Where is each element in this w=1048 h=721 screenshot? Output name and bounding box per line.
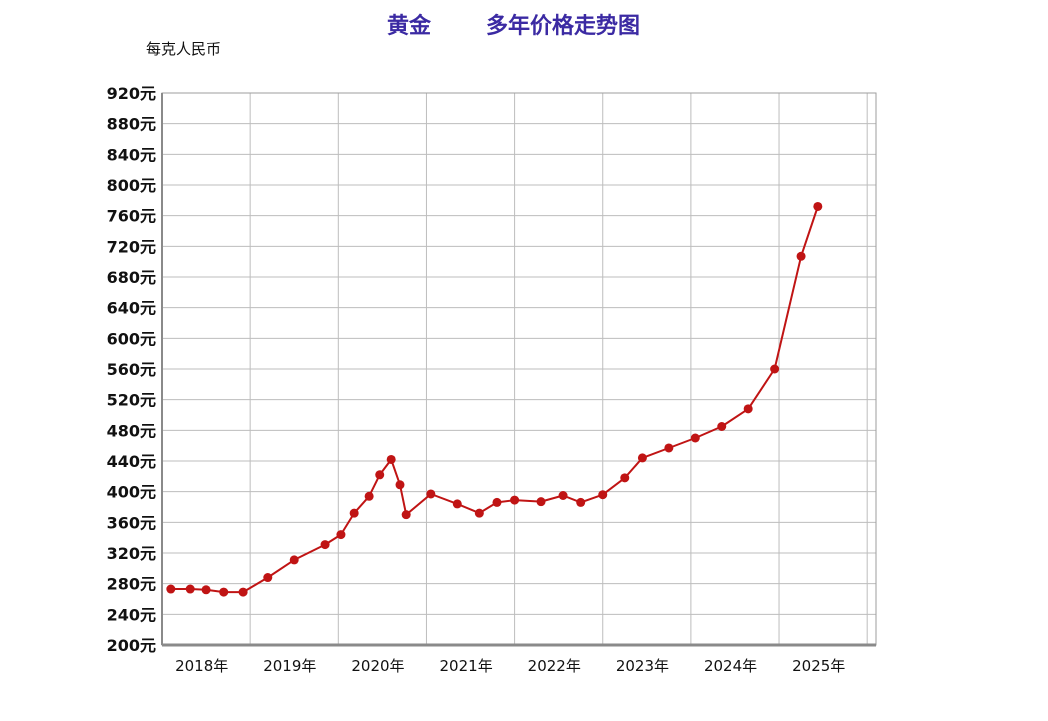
x-tick-label: 2019年 [263, 657, 316, 675]
chart-title: 黄金 多年价格走势图 [0, 8, 1048, 42]
price-series [166, 201, 823, 597]
data-point [796, 251, 806, 261]
x-tick-label: 2018年 [175, 657, 228, 675]
x-tick-label: 2024年 [704, 657, 757, 675]
data-point [637, 453, 647, 463]
x-tick-label: 2021年 [440, 657, 493, 675]
data-point [349, 508, 359, 518]
data-point [336, 530, 346, 540]
y-tick-label: 840元 [107, 145, 156, 164]
data-point [426, 489, 436, 499]
data-point [620, 473, 630, 483]
y-tick-label: 520元 [107, 391, 156, 410]
y-axis-ticks: 200元 240元 280元 320元 360元 400元 440元 480元 520元 560元… [107, 84, 156, 655]
y-tick-label: 880元 [107, 115, 156, 134]
y-tick-label: 920元 [107, 84, 156, 103]
data-point [289, 555, 299, 565]
data-point [320, 540, 330, 550]
y-tick-label: 200元 [107, 636, 156, 655]
axes [161, 92, 877, 647]
data-point [664, 443, 674, 453]
data-point [401, 510, 411, 520]
data-point [364, 491, 374, 501]
chart-title-gold: 黄金 [387, 14, 432, 39]
data-point [510, 495, 520, 505]
data-point [386, 454, 396, 464]
y-tick-label: 400元 [107, 483, 156, 502]
x-tick-label: 2025年 [792, 657, 845, 675]
data-point [813, 201, 823, 211]
y-tick-label: 240元 [107, 605, 156, 624]
y-tick-label: 760元 [107, 207, 156, 226]
y-tick-label: 720元 [107, 237, 156, 256]
data-point [263, 573, 273, 583]
x-axis-ticks: 2018年 2019年 2020年 2021年 2022年 2023年 2024年 2025年 [175, 657, 845, 675]
y-tick-label: 800元 [107, 176, 156, 195]
y-tick-label: 640元 [107, 299, 156, 318]
data-point [166, 584, 176, 594]
data-point [238, 587, 248, 597]
y-tick-label: 680元 [107, 268, 156, 287]
chart-title-trend: 多年价格走势图 [486, 14, 641, 39]
data-point [576, 497, 586, 507]
x-tick-label: 2023年 [616, 657, 669, 675]
data-point [375, 470, 385, 480]
data-point [395, 480, 405, 490]
unit-label: 每克人民币 [146, 40, 222, 58]
data-point [743, 404, 753, 414]
data-point [558, 491, 568, 500]
data-point [598, 490, 608, 500]
data-point [219, 587, 229, 597]
data-point [452, 499, 462, 509]
y-tick-label: 280元 [107, 575, 156, 594]
data-point [185, 584, 195, 594]
y-tick-label: 320元 [107, 544, 156, 563]
data-point [690, 433, 700, 443]
x-tick-label: 2022年 [528, 657, 581, 675]
data-point [201, 585, 211, 595]
data-point [770, 364, 780, 374]
y-tick-label: 560元 [107, 360, 156, 379]
y-tick-label: 480元 [107, 421, 156, 440]
x-tick-label: 2020年 [351, 657, 404, 675]
data-point [492, 497, 502, 507]
y-tick-label: 600元 [107, 329, 156, 348]
y-tick-label: 360元 [107, 513, 156, 532]
data-point [474, 508, 484, 518]
data-point [717, 422, 727, 431]
data-point [536, 497, 546, 507]
grid [162, 92, 876, 646]
y-tick-label: 440元 [107, 452, 156, 471]
